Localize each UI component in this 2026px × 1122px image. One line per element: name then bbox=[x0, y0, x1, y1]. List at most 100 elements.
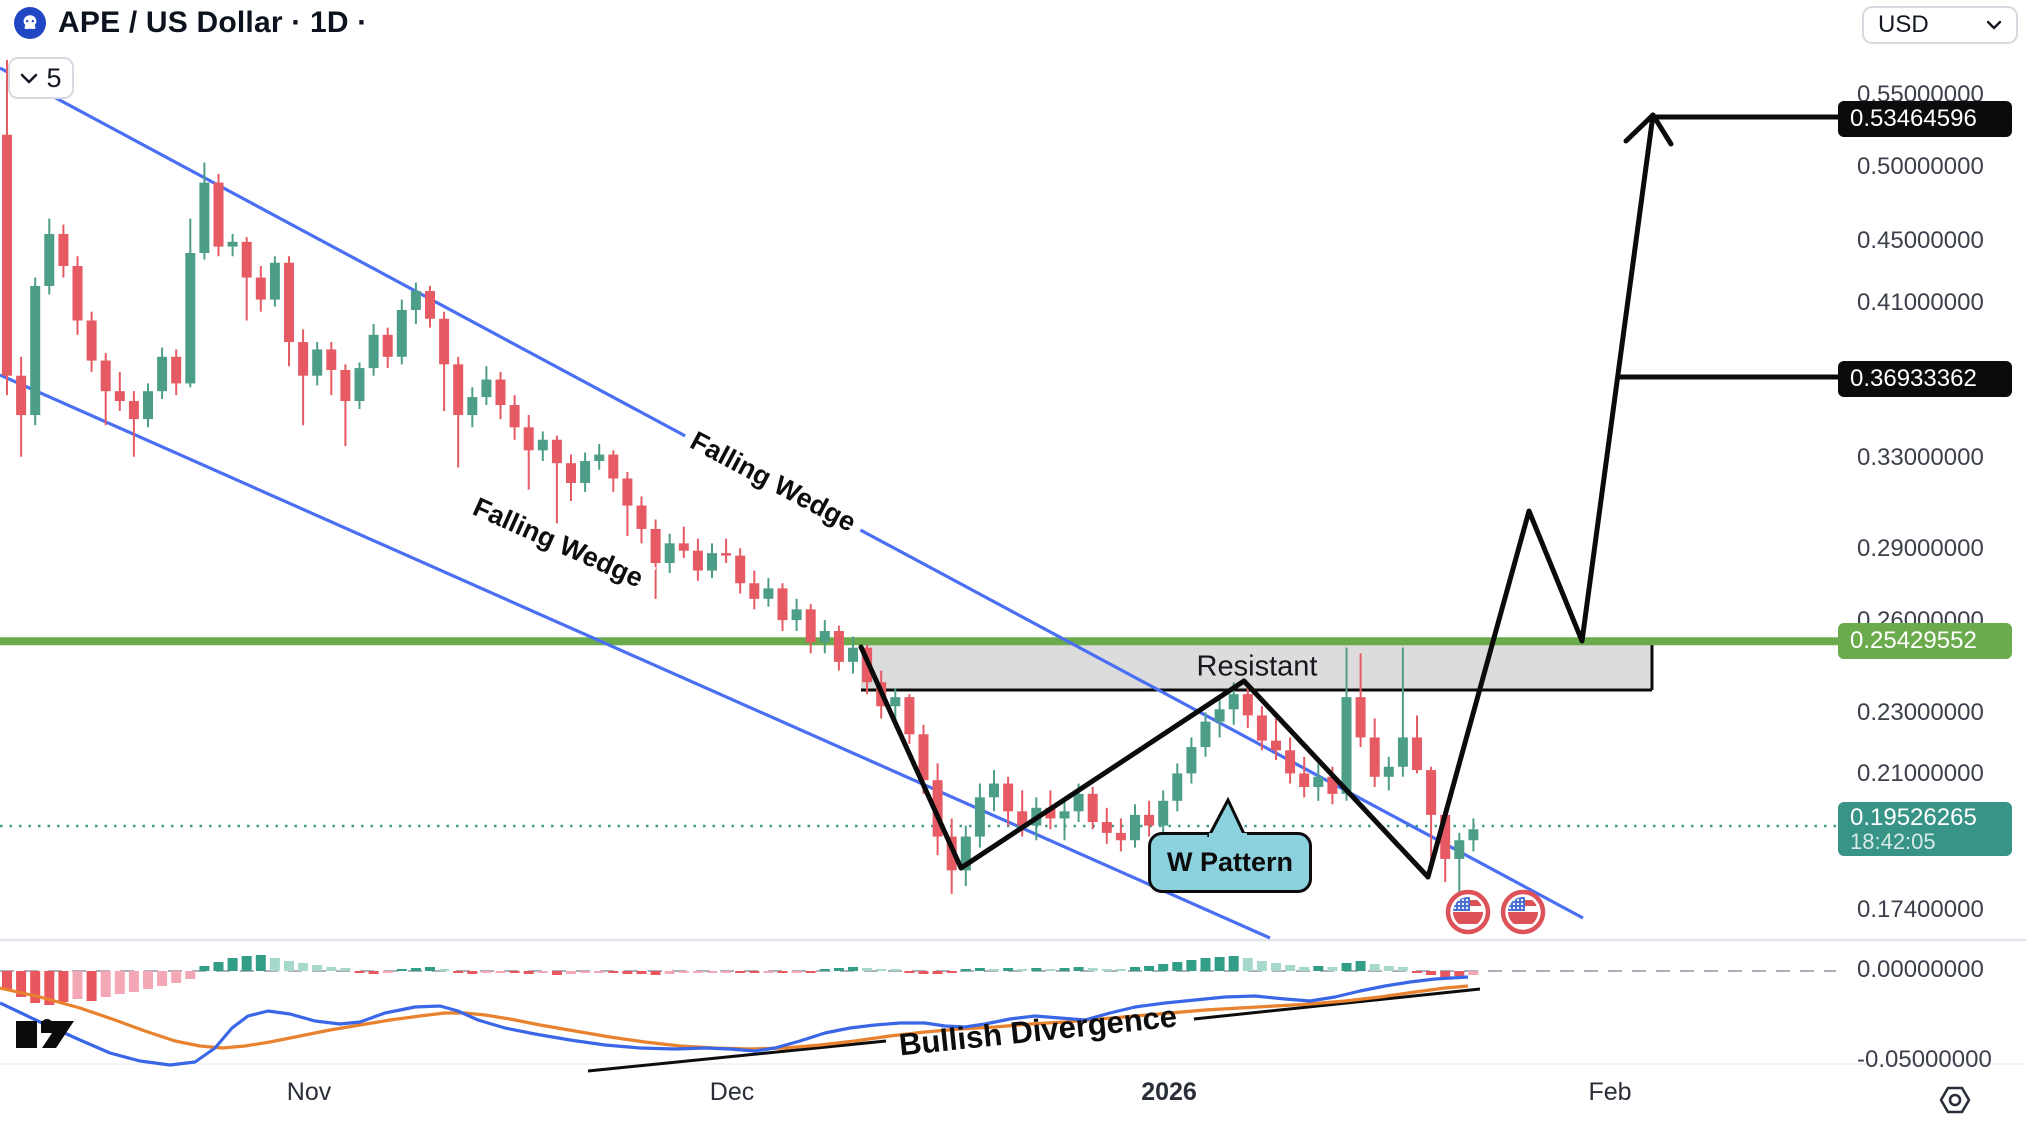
candle-body bbox=[974, 797, 985, 837]
candle-body bbox=[2, 134, 12, 376]
candle-body bbox=[16, 375, 27, 416]
resistance-zone-label[interactable]: Resistant bbox=[1196, 650, 1318, 683]
divergence-trendline[interactable] bbox=[587, 1039, 887, 1073]
countdown-timer: 18:42:05 bbox=[1850, 829, 1936, 855]
candle-body bbox=[30, 285, 41, 416]
macd-signal-line bbox=[0, 984, 1469, 1051]
candle-body bbox=[1087, 793, 1098, 823]
candle-body bbox=[932, 780, 943, 837]
candle-body bbox=[213, 182, 224, 247]
resistance-level-line[interactable] bbox=[0, 637, 1845, 646]
us-flag-event-icon[interactable] bbox=[1500, 889, 1546, 935]
us-flag-event-icon[interactable] bbox=[1445, 889, 1491, 935]
currency-selector[interactable]: USD bbox=[1862, 6, 2018, 44]
price-tick: 0.00000000 bbox=[1857, 956, 1984, 983]
price-tick: 0.41000000 bbox=[1857, 289, 1984, 316]
time-axis[interactable]: Nov Dec 2026 Feb bbox=[0, 1066, 2026, 1122]
candle-body bbox=[410, 291, 421, 310]
candle-body bbox=[44, 233, 55, 286]
gear-icon[interactable] bbox=[1938, 1084, 1972, 1116]
candle-body bbox=[777, 588, 788, 621]
candle-body bbox=[439, 318, 450, 365]
candle-body bbox=[100, 360, 111, 392]
price-tick: 0.45000000 bbox=[1857, 227, 1984, 254]
candle-body bbox=[1468, 829, 1479, 841]
candle-body bbox=[467, 397, 478, 416]
candle-body bbox=[1299, 773, 1310, 787]
candle-body bbox=[1073, 793, 1084, 812]
candle-body bbox=[1271, 740, 1281, 751]
candle-body bbox=[1412, 737, 1422, 771]
candle-body bbox=[509, 405, 520, 428]
candle-body bbox=[833, 631, 844, 662]
candle-body bbox=[269, 262, 280, 300]
price-axis[interactable]: -0.05000000 0.00000000 0.17400000 0.2100000… bbox=[1838, 0, 2026, 1122]
candle-body bbox=[551, 439, 562, 464]
candle-body bbox=[805, 609, 816, 643]
candle-body bbox=[1355, 697, 1366, 738]
price-tick: -0.05000000 bbox=[1857, 1046, 1992, 1073]
candle-body bbox=[1101, 822, 1112, 833]
chevron-down-icon bbox=[1986, 20, 2002, 30]
candles bbox=[2, 59, 1479, 931]
candle-body bbox=[382, 334, 393, 357]
w-pattern-callout[interactable]: W Pattern bbox=[1148, 832, 1312, 893]
candle-body bbox=[241, 241, 252, 278]
candle-body bbox=[157, 356, 168, 392]
price-label-target-2: 0.36933362 bbox=[1838, 361, 2012, 397]
candle-body bbox=[481, 379, 492, 398]
w-pattern-drawing[interactable] bbox=[858, 112, 1840, 880]
candle-body bbox=[707, 553, 717, 571]
candle-body bbox=[340, 369, 351, 402]
candle-body bbox=[1045, 807, 1056, 819]
symbol-title[interactable]: APE / US Dollar · 1D · bbox=[58, 6, 368, 39]
macd-histogram bbox=[2, 955, 1479, 1005]
candle-body bbox=[227, 241, 238, 247]
currency-value: USD bbox=[1878, 11, 1929, 38]
price-tick: 0.50000000 bbox=[1857, 153, 1984, 180]
candle-body bbox=[749, 583, 760, 599]
candle-body bbox=[848, 647, 858, 662]
price-tick: 0.23000000 bbox=[1857, 699, 1984, 726]
divergence-trendline[interactable] bbox=[1193, 987, 1481, 1021]
candle-body bbox=[1313, 776, 1324, 787]
candle-body bbox=[58, 233, 69, 267]
candle-body bbox=[580, 461, 591, 483]
tradingview-logo[interactable] bbox=[16, 1012, 80, 1052]
candle-body bbox=[298, 342, 309, 376]
candle-body bbox=[396, 309, 407, 357]
candle-body bbox=[199, 182, 210, 254]
candle-body bbox=[566, 463, 576, 483]
candle-body bbox=[1327, 776, 1338, 794]
time-tick: Dec bbox=[709, 1078, 755, 1106]
candle-body bbox=[692, 550, 703, 571]
bars-count-button[interactable]: 5 bbox=[8, 57, 74, 99]
candle-body bbox=[368, 334, 379, 369]
arrow-up-icon bbox=[1650, 112, 1674, 147]
bars-count-label: 5 bbox=[46, 62, 62, 93]
candle-body bbox=[495, 379, 506, 406]
price-tick: 0.21000000 bbox=[1857, 760, 1984, 787]
candle-body bbox=[1059, 811, 1070, 819]
candle-body bbox=[1341, 697, 1352, 794]
candle-body bbox=[1200, 721, 1211, 748]
candle-body bbox=[664, 543, 675, 564]
candle-body bbox=[1144, 814, 1155, 826]
candle-body bbox=[1426, 770, 1437, 815]
candle-body bbox=[1228, 694, 1239, 710]
resistance-zone[interactable] bbox=[861, 644, 1654, 692]
candle-body bbox=[650, 528, 661, 564]
candle-body bbox=[1454, 840, 1465, 859]
candle-body bbox=[537, 439, 548, 451]
time-tick: 2026 bbox=[1141, 1078, 1197, 1106]
falling-wedge-trendline-lower[interactable] bbox=[0, 373, 1271, 940]
candle-body bbox=[128, 401, 139, 420]
candle-body bbox=[1440, 814, 1451, 859]
candle-body bbox=[1242, 694, 1253, 716]
candle-body bbox=[636, 505, 647, 529]
candle-body bbox=[143, 391, 153, 420]
candle-body bbox=[1017, 811, 1028, 826]
candle-body bbox=[1158, 800, 1169, 826]
candle-body bbox=[763, 588, 774, 599]
